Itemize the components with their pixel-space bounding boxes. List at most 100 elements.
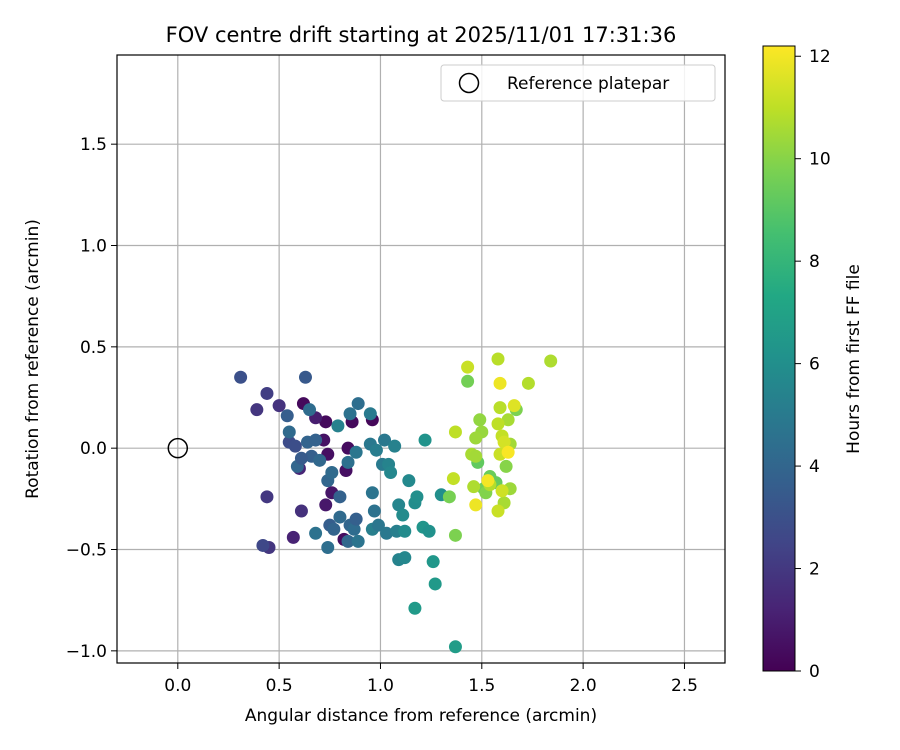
y-tick-label: 0.0 [80, 439, 107, 459]
scatter-point [461, 374, 475, 388]
scatter-point [280, 409, 294, 423]
scatter-point [398, 524, 412, 538]
reference-platepar-marker [167, 437, 189, 459]
scatter-point [313, 453, 327, 467]
chart-title: FOV centre drift starting at 2025/11/01 … [166, 23, 677, 47]
scatter-point [448, 425, 462, 439]
scatter-point [369, 443, 383, 457]
scatter-point [294, 451, 308, 465]
scatter-point [333, 510, 347, 524]
scatter-point [461, 360, 475, 374]
colorbar-label: Hours from first FF file [844, 264, 864, 454]
scatter-point [303, 403, 317, 417]
scatter-point [467, 480, 481, 494]
scatter-point [365, 486, 379, 500]
y-tick-label: −0.5 [66, 541, 107, 561]
scatter-point [294, 504, 308, 518]
colorbar-tick-label: 10 [809, 150, 831, 170]
plot-frame [116, 54, 726, 664]
scatter-point [418, 433, 432, 447]
scatter-point [349, 512, 363, 526]
scatter-point [282, 425, 296, 439]
y-tick-label: 1.0 [80, 237, 107, 257]
scatter-point [469, 449, 483, 463]
scatter-point [410, 490, 424, 504]
x-tick-label: 2.5 [671, 676, 698, 696]
colorbar-gradient [762, 45, 796, 672]
legend-marker-icon [458, 72, 480, 94]
colorbar: 0 2 4 6 8 10 12 Hours from first FF file [762, 45, 864, 682]
scatter-point [491, 504, 505, 518]
x-tick-label: 2.0 [570, 676, 597, 696]
scatter-point [422, 524, 436, 538]
colorbar-ticks: 0 2 4 6 8 10 12 [795, 47, 831, 682]
scatter-point [501, 413, 515, 427]
scatter-point [351, 397, 365, 411]
scatter-point [351, 534, 365, 548]
x-tick-label: 1.5 [468, 676, 495, 696]
scatter-point [521, 376, 535, 390]
scatter-point [319, 498, 333, 512]
scatter-point [327, 522, 341, 536]
scatter-point [341, 534, 355, 548]
scatter-point [298, 370, 312, 384]
scatter-point [309, 433, 323, 447]
scatter-point [380, 526, 394, 540]
x-tick-label: 0.0 [164, 676, 191, 696]
scatter-point [428, 577, 442, 591]
scatter-point [446, 472, 460, 486]
legend: Reference platepar [440, 64, 716, 102]
scatter-point [501, 445, 515, 459]
scatter-point [392, 498, 406, 512]
x-tick-label: 1.0 [367, 676, 394, 696]
colorbar-tick-label: 8 [809, 252, 820, 272]
scatter-point [426, 555, 440, 569]
scatter-point [333, 490, 347, 504]
scatter-point [495, 484, 509, 498]
y-tick-label: 0.5 [80, 338, 107, 358]
x-axis-label: Angular distance from reference (arcmin) [245, 706, 597, 726]
colorbar-tick-label: 12 [809, 47, 831, 67]
scatter-point [544, 354, 558, 368]
scatter-point [491, 417, 505, 431]
legend-box [440, 64, 716, 102]
colorbar-tick-label: 2 [809, 560, 820, 580]
scatter-point [256, 538, 270, 552]
scatter-point [497, 435, 511, 449]
scatter-point [402, 474, 416, 488]
scatter-point [363, 407, 377, 421]
scatter-point [349, 445, 363, 459]
scatter-point [398, 551, 412, 565]
colorbar-tick-label: 0 [809, 662, 820, 682]
scatter-point [493, 376, 507, 390]
scatter-point [408, 601, 422, 615]
scatter-point [367, 504, 381, 518]
scatter-point [396, 508, 410, 522]
legend-entry-label: Reference platepar [507, 74, 669, 94]
y-tick-label: 1.5 [80, 135, 107, 155]
y-axis-label: Rotation from reference (arcmin) [23, 219, 43, 499]
scatter-point [234, 370, 248, 384]
scatter-point [343, 407, 357, 421]
scatter-point [481, 474, 495, 488]
scatter-point [499, 459, 513, 473]
scatter-point [341, 455, 355, 469]
scatter-point [507, 399, 521, 413]
scatter-point [384, 465, 398, 479]
scatter-point [442, 490, 456, 504]
scatter-point [272, 399, 286, 413]
scatter-point [331, 419, 345, 433]
scatter-point [309, 526, 323, 540]
x-axis-ticks: 0.0 0.5 1.0 1.5 2.0 2.5 [164, 663, 698, 696]
scatter-point [371, 518, 385, 532]
scatter-point [286, 530, 300, 544]
grid [117, 55, 725, 663]
scatter-point [325, 465, 339, 479]
scatter-point [260, 386, 274, 400]
x-tick-label: 0.5 [266, 676, 293, 696]
scatter-point [321, 540, 335, 554]
colorbar-tick-label: 6 [809, 355, 820, 375]
y-axis-ticks: −1.0 −0.5 0.0 0.5 1.0 1.5 [66, 135, 117, 662]
scatter-points [234, 352, 558, 654]
